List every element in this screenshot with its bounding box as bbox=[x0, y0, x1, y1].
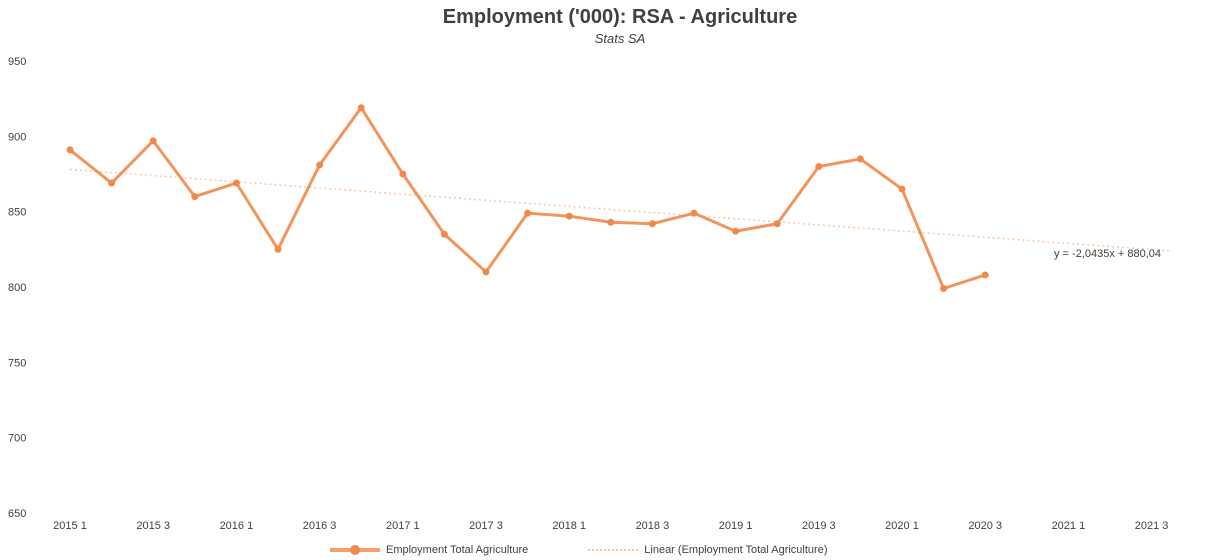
data-point bbox=[773, 220, 781, 228]
legend-item-employment: Employment Total Agriculture bbox=[330, 544, 528, 556]
data-point bbox=[274, 245, 282, 253]
data-point bbox=[440, 230, 448, 238]
data-point bbox=[607, 218, 615, 226]
data-point bbox=[815, 162, 823, 170]
data-point bbox=[108, 179, 116, 187]
data-point bbox=[316, 161, 324, 169]
x-tick-label: 2021 1 bbox=[1052, 520, 1086, 532]
legend-dotted-line-icon bbox=[588, 549, 639, 551]
data-point bbox=[732, 227, 740, 235]
x-tick-label: 2018 1 bbox=[552, 520, 586, 532]
data-point bbox=[690, 209, 698, 217]
y-tick-label: 750 bbox=[8, 357, 26, 369]
data-point bbox=[898, 185, 906, 193]
x-tick-label: 2020 1 bbox=[885, 520, 919, 532]
data-point bbox=[399, 170, 407, 178]
x-tick-label: 2020 3 bbox=[968, 520, 1002, 532]
line-chart: 650 700 750 800 850 900 950 2015 1 2015 3 2016 1 2… bbox=[8, 56, 1173, 532]
data-point bbox=[66, 146, 74, 154]
x-tick-label: 2019 1 bbox=[719, 520, 753, 532]
trendline bbox=[69, 168, 1173, 252]
x-tick-label: 2015 1 bbox=[53, 520, 87, 532]
y-tick-label: 950 bbox=[8, 56, 26, 68]
y-tick-label: 850 bbox=[8, 207, 26, 219]
data-point bbox=[856, 155, 864, 163]
legend-item-linear: Linear (Employment Total Agriculture) bbox=[588, 544, 827, 556]
data-point bbox=[940, 285, 948, 293]
data-point bbox=[565, 212, 573, 220]
data-point bbox=[149, 137, 157, 145]
x-tick-label: 2017 3 bbox=[469, 520, 503, 532]
x-tick-label: 2016 1 bbox=[220, 520, 254, 532]
y-tick-label: 650 bbox=[8, 508, 26, 520]
data-point bbox=[232, 179, 240, 187]
data-point bbox=[981, 271, 989, 279]
trend-equation: y = -2,0435x + 880,04 bbox=[1054, 248, 1161, 260]
data-point bbox=[648, 220, 656, 228]
y-tick-label: 700 bbox=[8, 433, 26, 445]
data-point bbox=[482, 268, 490, 276]
y-tick-label: 900 bbox=[8, 131, 26, 143]
y-tick-label: 800 bbox=[8, 282, 26, 294]
x-tick-label: 2019 3 bbox=[802, 520, 836, 532]
chart-subtitle: Stats SA bbox=[594, 31, 646, 46]
legend-label-employment: Employment Total Agriculture bbox=[386, 544, 529, 556]
legend-line-marker-icon bbox=[330, 545, 380, 555]
x-tick-label: 2018 3 bbox=[636, 520, 670, 532]
chart-legend: Employment Total Agriculture Linear (Emp… bbox=[330, 540, 887, 560]
series-line-employment bbox=[68, 106, 987, 291]
x-tick-label: 2015 3 bbox=[136, 520, 170, 532]
x-tick-label: 2017 1 bbox=[386, 520, 420, 532]
data-point bbox=[524, 209, 532, 217]
data-point bbox=[357, 104, 365, 112]
chart-title: Employment ('000): RSA - Agriculture bbox=[442, 6, 798, 28]
x-tick-label: 2016 3 bbox=[303, 520, 337, 532]
x-tick-label: 2021 3 bbox=[1135, 520, 1169, 532]
data-point bbox=[191, 193, 199, 201]
legend-label-linear: Linear (Employment Total Agriculture) bbox=[644, 544, 828, 556]
